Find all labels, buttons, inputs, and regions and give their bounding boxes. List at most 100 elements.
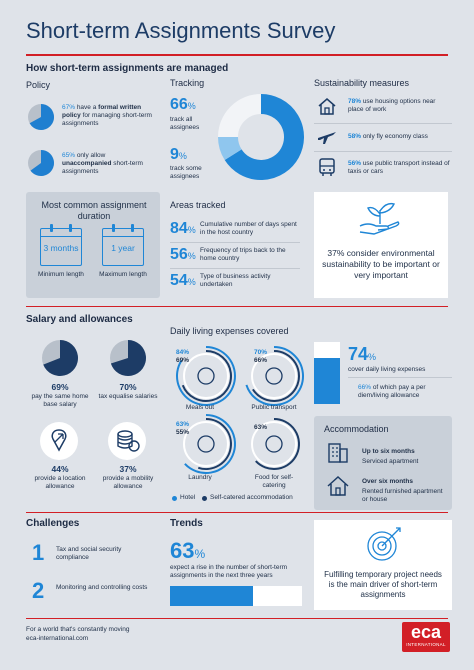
salary-pct-1: 69% (51, 382, 69, 392)
living-ring-track (251, 421, 297, 467)
living-ring-self (252, 350, 300, 402)
areas-divider-2 (170, 268, 300, 269)
living-pct-meals: 84% 69% (176, 349, 190, 364)
salary-pie-icon-2 (110, 340, 146, 376)
areas-text-1: Cumulative number of days spent in the h… (200, 221, 297, 236)
areas-number-3: 54% (170, 272, 196, 289)
legend-hotel-label: Hotel (180, 494, 196, 501)
sustainability-divider-1 (314, 123, 452, 124)
location-pin-icon (40, 422, 78, 460)
living-name-laundry: Laundry (188, 474, 212, 481)
areas-text-2: Frequency of trips back to the home coun… (200, 247, 286, 262)
challenge-number-1: 1 (32, 540, 45, 565)
duration-label: Most common assignment duration (41, 200, 147, 221)
areas-label: Areas tracked (170, 200, 226, 210)
living-ring-hotel (245, 346, 304, 406)
living-label: Daily living expenses covered (170, 326, 289, 336)
policy-pie-icon-2 (28, 150, 54, 176)
coins-icon (108, 422, 146, 460)
cover-divider (348, 377, 452, 378)
title-divider (26, 54, 448, 56)
salary-pie-icon-1 (42, 340, 78, 376)
plane-icon (318, 132, 336, 144)
footer-url[interactable]: eca-international.com (26, 635, 89, 642)
living-ring-track (183, 353, 229, 399)
legend-hotel-swatch (172, 496, 177, 501)
salary-text-1: pay the same home base salary (31, 393, 89, 408)
living-name-food: Food for self-catering (254, 474, 294, 489)
legend-self-swatch (202, 496, 207, 501)
tracking-some-number: 9% (170, 146, 187, 163)
cover-bar-fill (314, 358, 340, 404)
sustainability-divider-2 (314, 151, 452, 152)
trends-text: expect a rise in the number of short-ter… (170, 564, 288, 579)
accommodation-title-1: Up to six months (362, 448, 415, 455)
living-pct-food: 63% (254, 424, 268, 431)
living-ring-self (255, 418, 300, 470)
bus-icon (265, 367, 283, 385)
cover-sub-text: 66% of which pay a per diem/living allow… (358, 384, 426, 399)
house-icon (318, 98, 336, 115)
bus-icon (319, 158, 335, 176)
trends-bar-fill (170, 586, 253, 606)
sustainability-label: Sustainability measures (314, 78, 410, 88)
apartment-icon (328, 443, 348, 463)
legend-self-label: Self-catered accommodation (210, 494, 293, 501)
donut-segment-all (224, 94, 304, 180)
cover-text: cover daily living expenses (348, 366, 426, 373)
salary-text-2: tax equalise salaries (98, 393, 158, 400)
living-ring-track (183, 421, 229, 467)
challenge-number-2: 2 (32, 578, 45, 603)
calendar-min-icon: 3 months (40, 224, 82, 266)
accommodation-title-2: Over six months (362, 478, 413, 485)
target-text: Fulfilling temporary project needs is th… (324, 570, 442, 599)
environment-text: 37% consider environmental sustainabilit… (322, 248, 440, 280)
areas-number-1: 84% (170, 220, 196, 237)
tracking-donut-chart (218, 94, 304, 180)
living-ring-hotel (176, 346, 236, 406)
living-ring-self (197, 418, 232, 470)
living-ring-hotel (184, 414, 236, 474)
target-icon (367, 527, 401, 561)
policy-label: Policy (26, 80, 51, 90)
areas-divider-1 (170, 242, 300, 243)
areas-number-2: 56% (170, 246, 196, 263)
accommodation-text-1: Serviced apartment (362, 458, 419, 465)
cover-pct: 74% (348, 344, 377, 364)
trends-label: Trends (170, 518, 203, 529)
trends-pct: 63% (170, 538, 206, 563)
donut-segment-some (218, 136, 242, 161)
living-ring-self (181, 350, 232, 402)
footer-divider (26, 618, 448, 619)
living-pct-laundry: 63% 55% (176, 421, 190, 436)
eca-logo: eca INTERNATIONAL (402, 622, 450, 652)
salary-pct-4: 37% (119, 464, 137, 474)
plant-in-hand-icon (359, 202, 400, 235)
challenges-label: Challenges (26, 518, 80, 529)
page-title: Short-term Assignments Survey (26, 18, 336, 43)
accommodation-label: Accommodation (324, 424, 389, 434)
tracking-label: Tracking (170, 78, 205, 88)
challenge-text-1: Tax and social security compliance (56, 546, 122, 561)
washing-machine-icon (197, 435, 215, 453)
house-icon (327, 475, 349, 496)
sustainability-item-1: 78% use housing options near place of wo… (348, 98, 436, 113)
duration-max-label: Maximum length (99, 271, 147, 278)
target-panel (314, 520, 452, 610)
salary-pct-2: 70% (119, 382, 137, 392)
areas-text-3: Type of business activity undertaken (200, 273, 271, 288)
living-ring-track (251, 353, 297, 399)
salary-text-4: provide a mobility allowance (102, 475, 154, 490)
tracking-some-text: track some assignees (170, 165, 202, 180)
living-name-transport: Public transport (251, 404, 297, 411)
grocery-bag-icon (265, 435, 283, 453)
section-heading-salary: Salary and allowances (26, 314, 133, 325)
policy-item-1: 67% have a formal written policy for man… (62, 104, 152, 127)
living-pct-transport: 70% 66% (254, 349, 268, 364)
living-name-meals: Meals out (185, 404, 215, 411)
donut-segment-none (218, 94, 262, 138)
salary-pct-3: 44% (51, 464, 69, 474)
section-divider-3 (26, 512, 448, 513)
cloche-icon (197, 367, 215, 385)
section-divider-2 (26, 306, 448, 307)
